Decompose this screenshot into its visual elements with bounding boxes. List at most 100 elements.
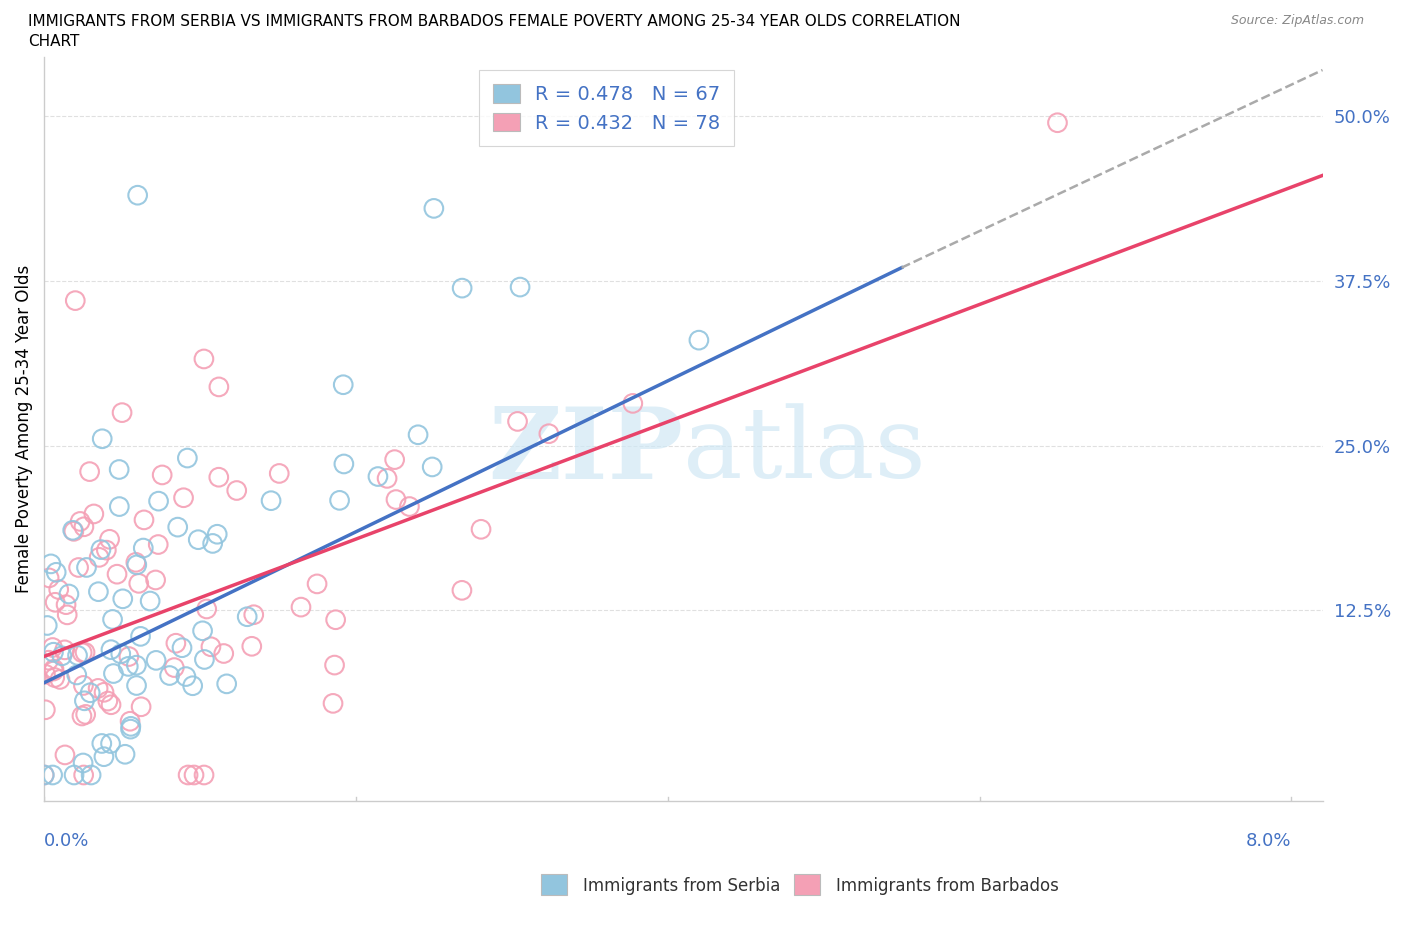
Point [208,470,231,485]
Point [163,660,186,675]
Point [128,576,150,591]
Point [49,672,72,687]
Point [242,607,264,622]
Point [332,378,354,392]
Point [181,678,204,693]
Point [53,643,76,658]
Point [100,698,122,712]
Point [93,750,115,764]
Point [129,699,152,714]
Point [100,643,122,658]
Point [96,543,118,558]
Point [93,684,115,699]
Point [73,644,96,659]
Point [688,333,710,348]
Point [38,653,60,668]
Point [110,646,132,661]
Point [73,519,96,534]
Text: Immigrants from Serbia: Immigrants from Serbia [562,877,780,895]
Point [148,494,170,509]
Point [63,524,86,538]
Point [398,499,420,514]
Point [75,707,97,722]
Point [385,492,408,507]
Point [215,676,238,691]
Point [51,648,73,663]
Text: 8.0%: 8.0% [1246,832,1291,850]
Point [108,499,131,514]
Point [37,618,59,633]
Point [67,560,90,575]
Point [193,652,215,667]
Point [145,573,167,588]
Point [98,532,121,547]
Point [406,427,429,442]
Text: IMMIGRANTS FROM SERBIA VS IMMIGRANTS FROM BARBADOS FEMALE POVERTY AMONG 25-34 YE: IMMIGRANTS FROM SERBIA VS IMMIGRANTS FRO… [28,14,960,29]
Point [129,629,152,644]
Point [225,483,247,498]
Point [42,644,65,659]
Point [132,512,155,527]
Point [166,520,188,535]
Point [39,556,62,571]
Point [117,659,139,674]
Point [176,451,198,466]
Point [537,426,560,441]
Point [170,640,193,655]
Point [97,694,120,709]
Point [105,566,128,581]
Point [111,405,134,420]
Point [42,664,65,679]
Point [329,493,352,508]
Point [509,280,531,295]
Text: 0.0%: 0.0% [44,832,90,850]
Point [44,671,66,685]
Point [69,514,91,529]
Y-axis label: Female Poverty Among 25-34 Year Olds: Female Poverty Among 25-34 Year Olds [15,265,32,593]
Point [66,668,89,683]
Point [62,523,84,538]
Point [125,555,148,570]
Point [420,459,443,474]
Point [125,678,148,693]
Point [325,612,347,627]
Point [56,607,79,622]
Point [79,685,101,700]
Point [91,432,114,446]
Point [148,538,170,552]
Point [44,595,66,610]
Point [451,583,474,598]
Point [1046,115,1069,130]
Point [70,645,93,660]
Point [55,597,77,612]
Point [506,414,529,429]
Point [240,639,263,654]
Text: ZIP: ZIP [488,403,683,500]
Point [63,767,86,782]
Point [212,646,235,661]
Point [177,767,200,782]
Point [236,609,259,624]
Point [83,507,105,522]
Point [150,468,173,483]
Point [120,714,142,729]
Point [38,570,60,585]
Point [208,379,231,394]
Point [159,668,181,683]
Point [367,469,389,484]
Point [66,648,89,663]
Point [120,719,142,734]
Point [125,658,148,672]
Point [108,462,131,477]
Point [90,542,112,557]
Point [101,612,124,627]
Point [72,678,94,693]
Point [174,669,197,684]
Point [201,536,224,551]
Point [103,666,125,681]
Point [90,736,112,751]
Point [290,600,312,615]
Point [87,681,110,696]
Text: CHART: CHART [28,34,80,49]
Point [173,490,195,505]
